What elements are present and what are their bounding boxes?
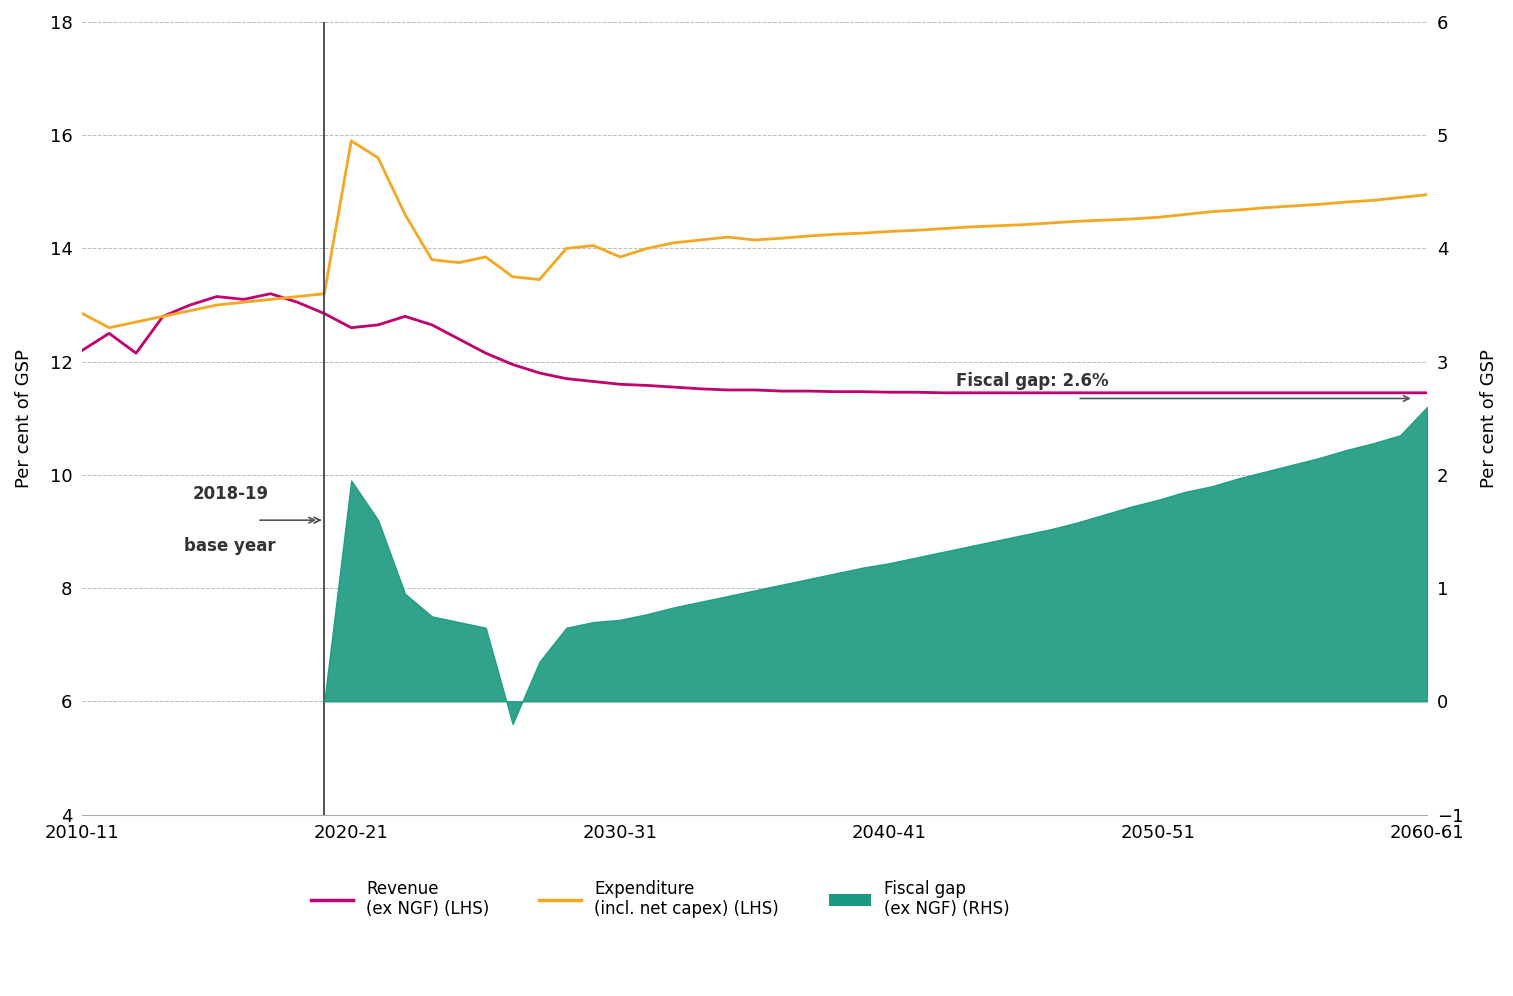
Y-axis label: Per cent of GSP: Per cent of GSP xyxy=(15,349,33,488)
Text: 2018-19: 2018-19 xyxy=(192,485,268,503)
Y-axis label: Per cent of GSP: Per cent of GSP xyxy=(1480,349,1498,488)
Legend: Revenue
(ex NGF) (LHS), Expenditure
(incl. net capex) (LHS), Fiscal gap
(ex NGF): Revenue (ex NGF) (LHS), Expenditure (inc… xyxy=(304,872,1017,925)
Text: Fiscal gap: 2.6%: Fiscal gap: 2.6% xyxy=(956,372,1109,390)
Text: base year: base year xyxy=(185,537,275,555)
